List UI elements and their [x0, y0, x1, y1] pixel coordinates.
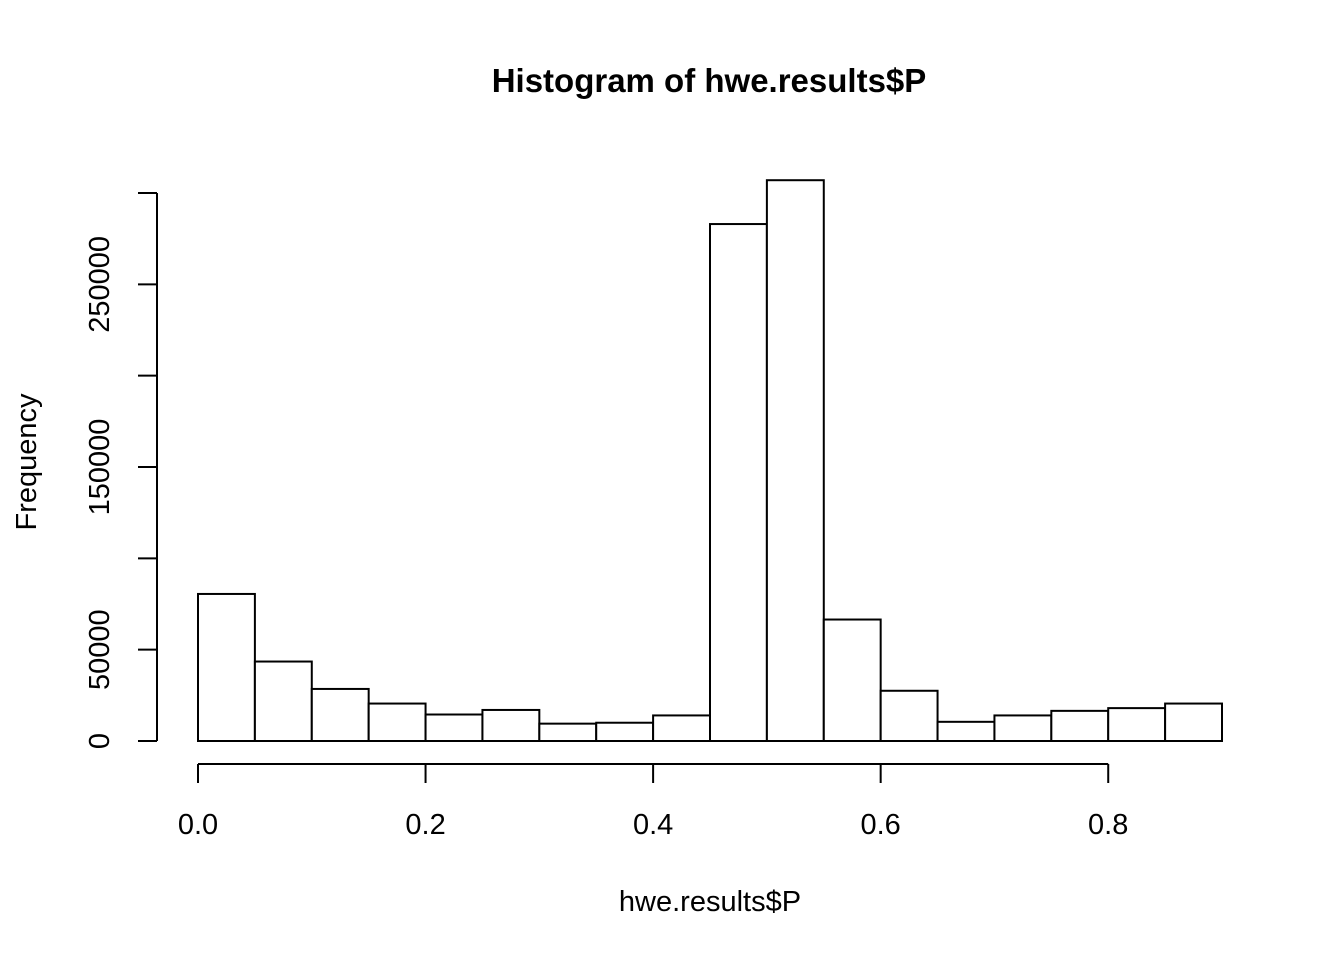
x-tick-label-2: 0.4 — [633, 809, 673, 841]
histogram-bar-13 — [936, 720, 996, 743]
histogram-bar-15 — [1050, 709, 1110, 742]
histogram-bar-4 — [424, 713, 484, 743]
histogram-bar-11 — [822, 618, 882, 743]
histogram-bar-7 — [595, 721, 655, 742]
histogram-bar-9 — [709, 223, 768, 743]
chart-title: Histogram of hwe.results$P — [492, 62, 927, 99]
y-tick-label-1: 50000 — [84, 609, 116, 690]
x-tick-label-0: 0.0 — [178, 809, 218, 841]
histogram-bar-14 — [993, 714, 1053, 742]
histogram-bars — [197, 179, 1223, 743]
y-axis-label: Frequency — [11, 393, 43, 531]
x-axis-label: hwe.results$P — [619, 886, 801, 918]
histogram-bar-12 — [879, 689, 939, 743]
x-axis: 0.0 0.2 0.4 0.6 0.8 — [178, 763, 1128, 841]
histogram-bar-1 — [253, 660, 313, 742]
y-tick-label-3: 150000 — [84, 419, 116, 516]
y-tick-label-5: 250000 — [84, 236, 116, 333]
x-tick-label-3: 0.6 — [861, 809, 901, 841]
x-tick-label-1: 0.2 — [405, 809, 445, 841]
histogram-bar-16 — [1107, 707, 1167, 742]
histogram-bar-2 — [310, 687, 370, 743]
histogram-bar-5 — [481, 708, 541, 743]
histogram-bar-17 — [1164, 702, 1223, 742]
histogram-bar-8 — [652, 714, 711, 742]
histogram-bar-6 — [538, 722, 598, 743]
x-tick-label-4: 0.8 — [1088, 809, 1128, 841]
histogram-bar-0 — [197, 592, 256, 743]
y-axis: 0 50000 150000 250000 — [84, 192, 158, 749]
histogram-bar-3 — [367, 702, 427, 742]
histogram-bar-10 — [765, 179, 825, 742]
y-tick-label-0: 0 — [84, 733, 116, 749]
